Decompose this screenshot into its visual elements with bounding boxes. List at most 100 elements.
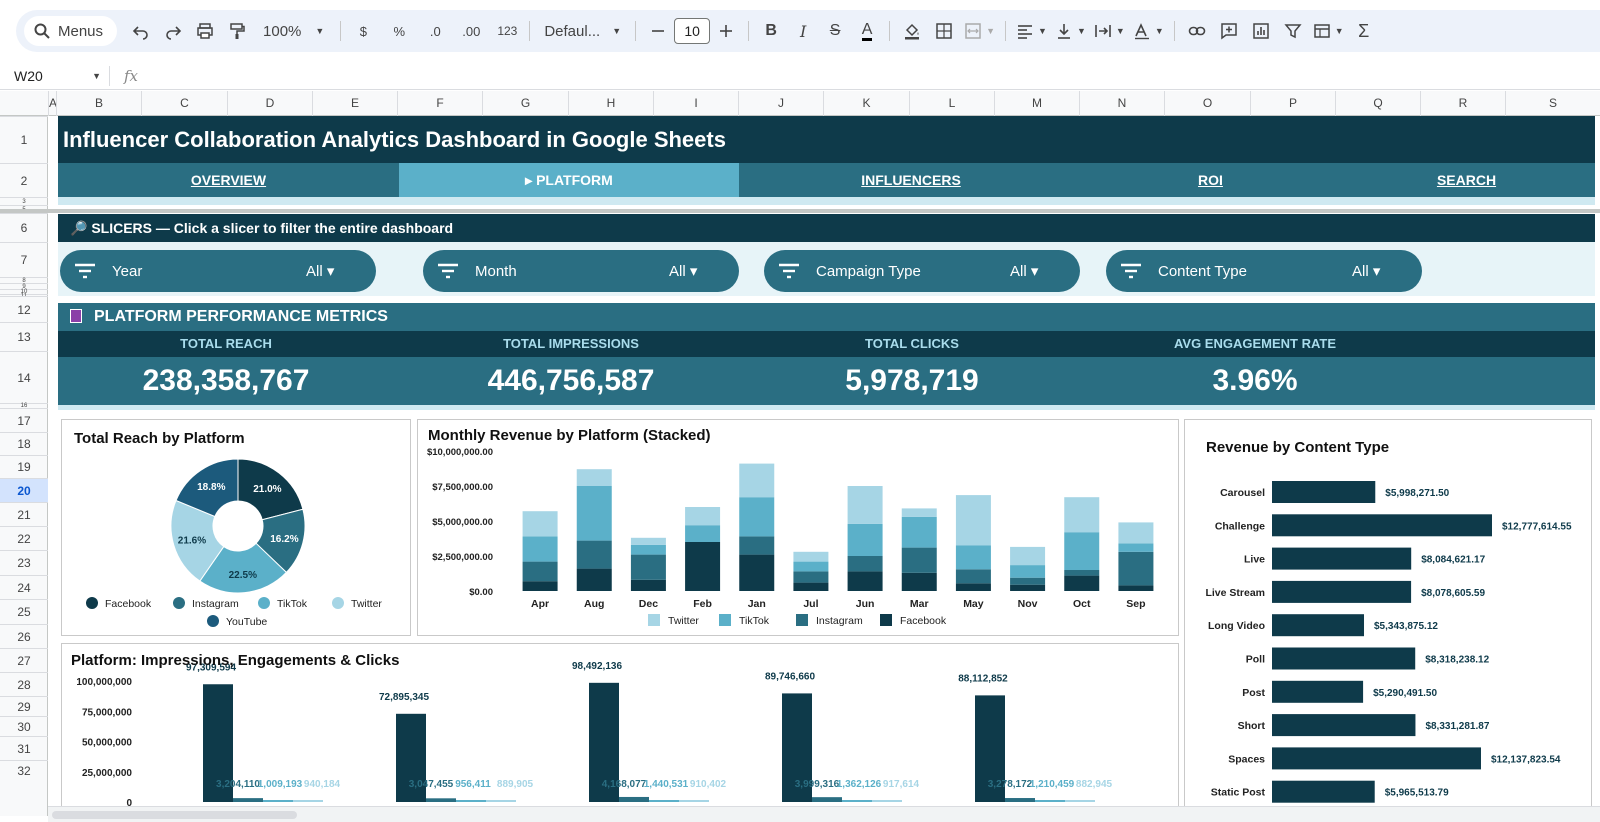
menus-search[interactable]: Menus [24,16,118,46]
row-header-27[interactable]: 27 [0,648,48,672]
text-color-button[interactable]: A [851,16,883,46]
column-header-k[interactable]: K [823,91,909,116]
column-header-l[interactable]: L [909,91,994,116]
row-header-29[interactable]: 29 [0,696,48,716]
column-header-b[interactable]: B [56,91,141,116]
grouped-bar-panel[interactable]: 0 25,000,000 50,000,000 75,000,000 100,000,0… [61,643,1179,809]
row-header-32[interactable]: 32 [0,760,48,780]
italic-button[interactable]: I [787,16,819,46]
row-header-11[interactable]: 11 [0,293,48,299]
row-header-14[interactable]: 14 [0,351,48,403]
row-header-17[interactable]: 17 [0,408,48,432]
row-header-18[interactable]: 18 [0,432,48,455]
row-header-22[interactable]: 22 [0,526,48,550]
row-header-7[interactable]: 7 [0,242,48,277]
fill-color-button[interactable] [896,16,928,46]
stacked-bar-panel[interactable]: Monthly Revenue by Platform (Stacked) $0… [417,419,1179,636]
row-header-25[interactable]: 25 [0,599,48,624]
insert-comment-button[interactable] [1213,16,1245,46]
row-header-23[interactable]: 23 [0,550,48,575]
filter-views-button[interactable]: ▼ [1309,16,1348,46]
redo-button[interactable] [157,16,189,46]
column-header-g[interactable]: G [482,91,568,116]
filter-icon [75,263,95,279]
row-header-10[interactable]: 10 [0,289,48,295]
horizontal-scrollbar[interactable] [48,806,1600,822]
font-size-input[interactable]: 10 [674,18,711,44]
font-select[interactable]: Defaul... ▼ [536,16,629,46]
row-header-21[interactable]: 21 [0,502,48,526]
row-header-30[interactable]: 30 [0,716,48,736]
row-header-28[interactable]: 28 [0,672,48,696]
slicer-year[interactable]: Year All ▾ [60,250,376,292]
percent-format-button[interactable]: % [393,23,406,39]
column-header-e[interactable]: E [312,91,397,116]
scrollbar-thumb[interactable] [52,811,297,819]
more-formats-button[interactable]: 123 [491,16,523,46]
column-header-a[interactable]: A [48,91,57,116]
formula-input[interactable] [138,66,1600,86]
bold-button[interactable]: B [755,16,787,46]
filter-button[interactable] [1277,16,1309,46]
tab-overview[interactable]: OVERVIEW [190,172,267,188]
row-header-19[interactable]: 19 [0,455,48,478]
merge-cells-button[interactable]: ▼ [960,16,999,46]
column-header-i[interactable]: I [653,91,738,116]
row-header-16[interactable]: 16 [0,403,48,409]
column-header-q[interactable]: Q [1335,91,1420,116]
column-header-n[interactable]: N [1079,91,1164,116]
row-header-31[interactable]: 31 [0,736,48,760]
row-header-2[interactable]: 2 [0,163,48,197]
pie-chart-panel[interactable]: Total Reach by Platform 21.0% 16.2% 22.5% 2… [61,419,411,636]
slicer-content-type[interactable]: Content Type All ▾ [1106,250,1422,292]
row-header-8[interactable]: 8 [0,277,48,284]
column-header-o[interactable]: O [1164,91,1250,116]
paint-format-button[interactable] [221,16,253,46]
text-wrap-button[interactable]: ▼ [1090,16,1129,46]
vertical-align-button[interactable]: ▼ [1051,16,1090,46]
decrease-decimal-button[interactable]: .0 [419,16,451,46]
column-header-p[interactable]: P [1250,91,1335,116]
text-rotation-button[interactable]: ▼ [1129,16,1168,46]
row-header-26[interactable]: 26 [0,624,48,648]
insert-chart-button[interactable] [1245,16,1277,46]
row-header-9[interactable]: 9 [0,283,48,290]
zoom-select[interactable]: 100% ▼ [253,16,334,46]
increase-decimal-button[interactable]: .00 [455,16,487,46]
strikethrough-button[interactable]: S [819,16,851,46]
insert-link-button[interactable] [1181,16,1213,46]
functions-button[interactable]: Σ [1348,16,1380,46]
column-header-h[interactable]: H [568,91,653,116]
tab-platform[interactable]: ▸ PLATFORM [399,163,739,197]
tab-roi[interactable]: ROI [1198,172,1223,188]
column-header-j[interactable]: J [738,91,823,116]
column-header-s[interactable]: S [1505,91,1600,116]
currency-format-button[interactable]: $ [359,23,367,39]
tab-search[interactable]: SEARCH [1436,172,1497,188]
undo-button[interactable] [125,16,157,46]
slicer-month[interactable]: Month All ▾ [423,250,739,292]
frozen-rows-divider[interactable] [0,209,1600,213]
column-header-m[interactable]: M [994,91,1079,116]
legend-label: Twitter [668,615,699,627]
row-header-6[interactable]: 6 [0,213,48,242]
font-size-increase-button[interactable] [710,16,742,46]
row-header-24[interactable]: 24 [0,575,48,599]
name-box[interactable]: W20 ▼ [0,65,110,86]
row-header-12[interactable]: 12 [0,296,48,322]
slicer-campaign-type[interactable]: Campaign Type All ▾ [764,250,1080,292]
row-header-13[interactable]: 13 [0,322,48,351]
hbar-panel[interactable]: Revenue by Content Type Carousel $5,998,2… [1184,419,1592,808]
row-header-1[interactable]: 1 [0,116,48,163]
borders-button[interactable] [928,16,960,46]
horizontal-align-button[interactable]: ▼ [1012,16,1051,46]
column-header-r[interactable]: R [1420,91,1505,116]
row-header-20[interactable]: 20 [0,478,48,502]
column-header-d[interactable]: D [227,91,312,116]
tab-influencers[interactable]: INFLUENCERS [861,172,961,188]
row-header-3[interactable]: 3 [0,197,48,205]
column-header-c[interactable]: C [141,91,227,116]
font-size-decrease-button[interactable] [642,16,674,46]
print-button[interactable] [189,16,221,46]
column-header-f[interactable]: F [397,91,482,116]
